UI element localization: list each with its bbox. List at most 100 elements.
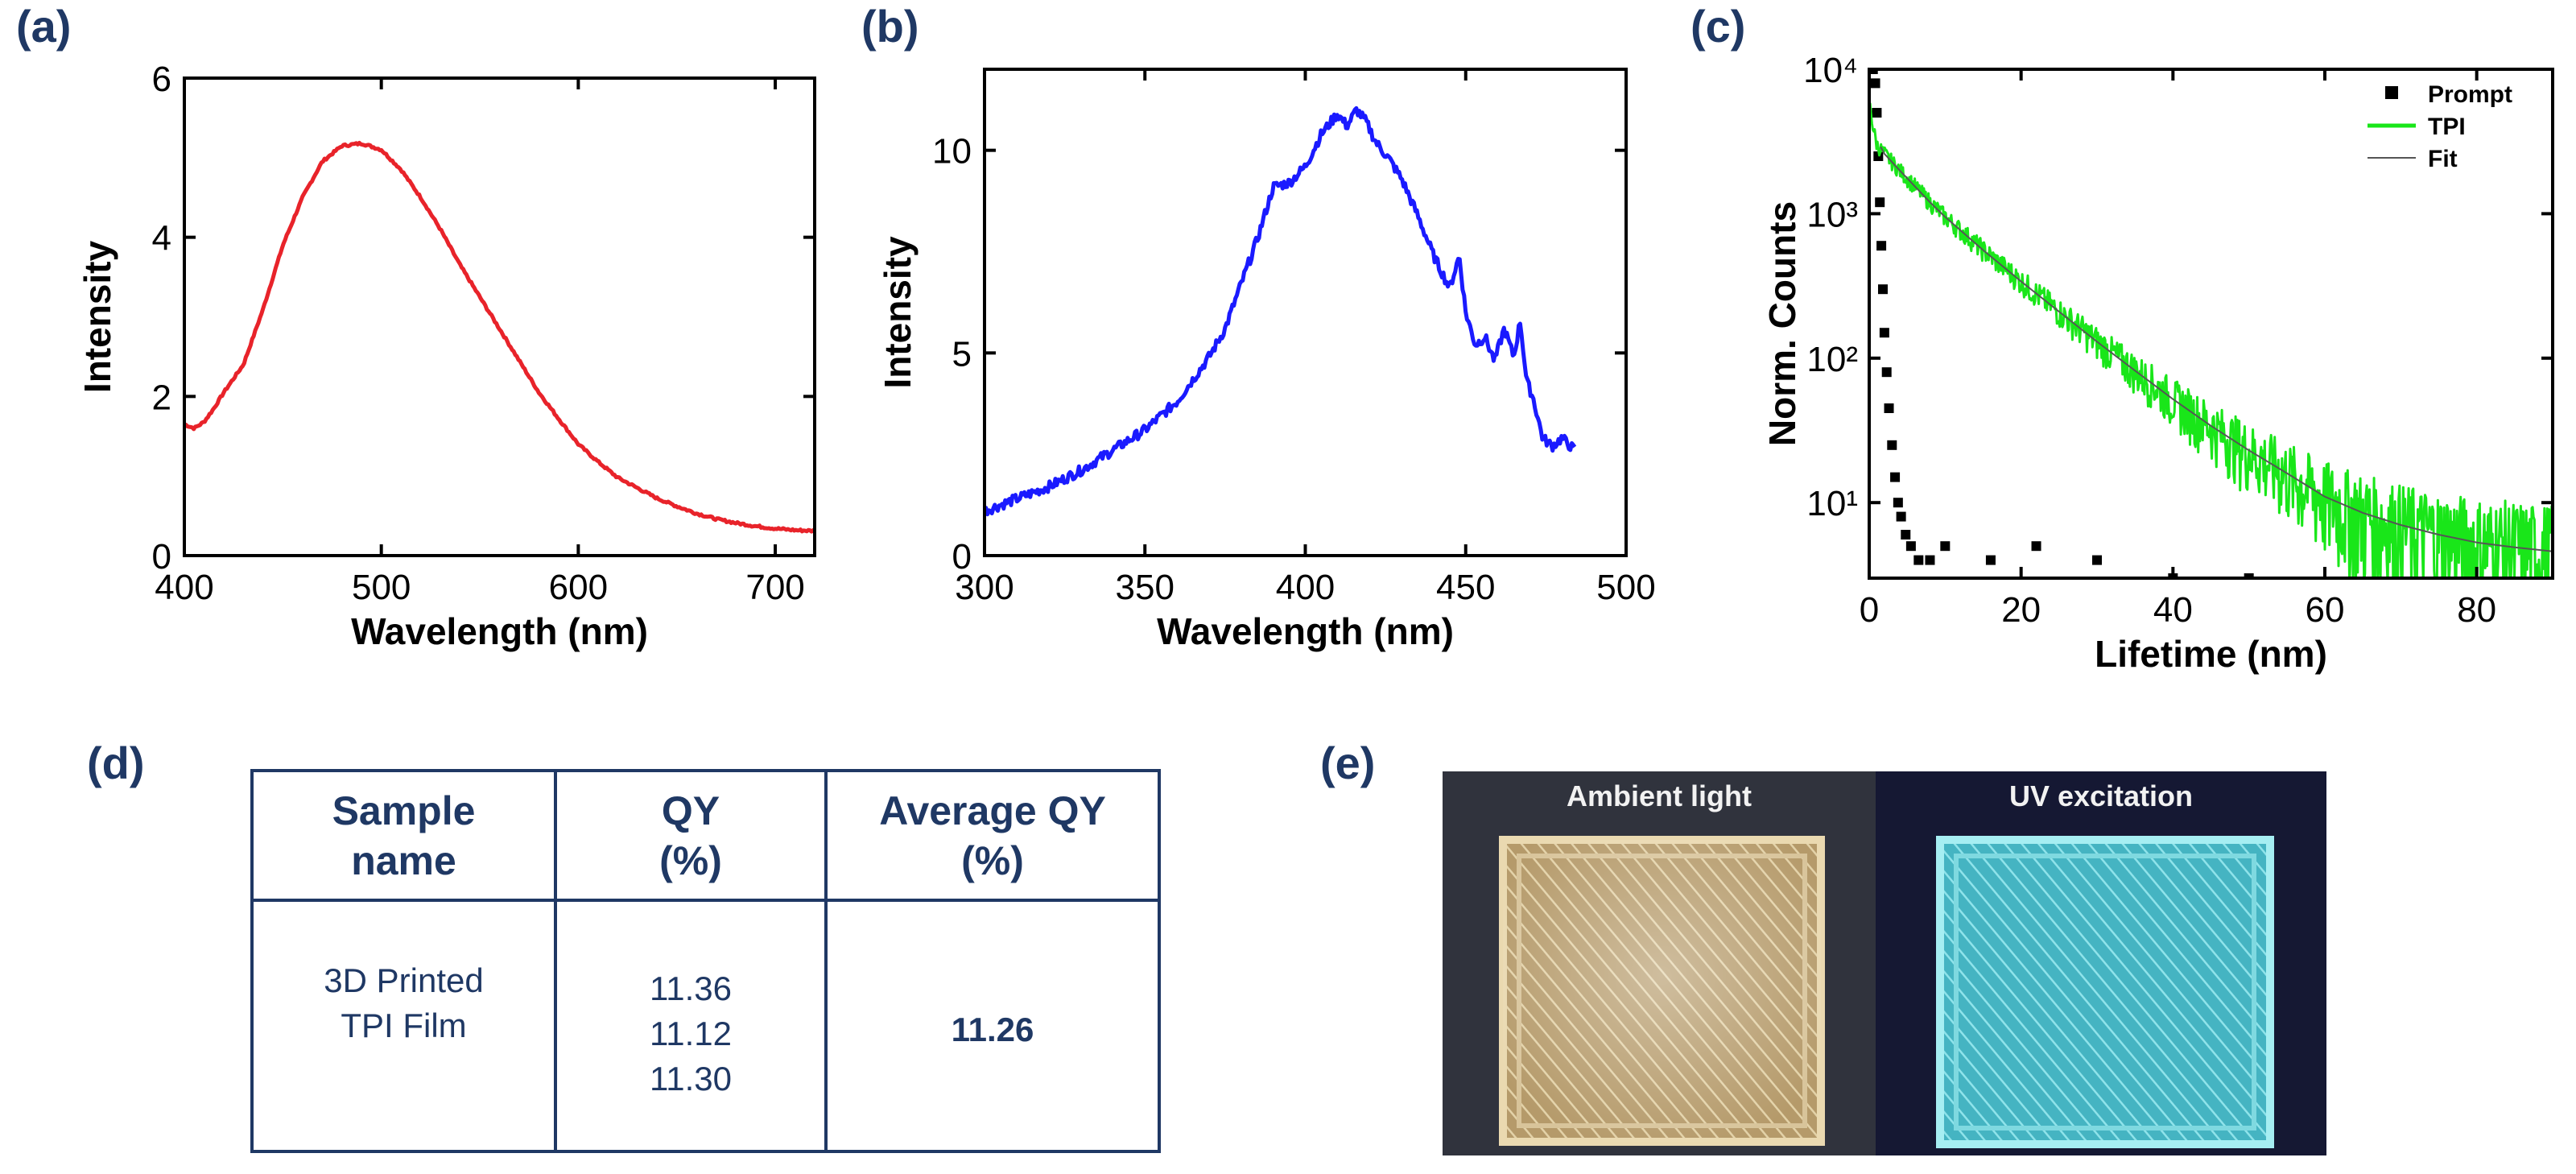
x-tick-label-c: 40 (2153, 590, 2193, 630)
header-avg-line1: Average QY (879, 787, 1106, 833)
caption-ambient-light: Ambient light (1567, 779, 1752, 812)
x-tick-label-c: 80 (2457, 590, 2496, 630)
x-axis-label-b: Wavelength (nm) (1157, 610, 1454, 652)
series-c-2 (1880, 146, 2553, 552)
header-qy-line2: (%) (659, 837, 722, 883)
x-tick-label-a: 400 (155, 568, 213, 607)
prompt-point (1925, 555, 1935, 565)
series-line-tpi (1869, 101, 2553, 578)
legend-marker-prompt (2385, 86, 2398, 99)
panel-label-b: (b) (861, 1, 919, 52)
series-line-a (184, 140, 815, 534)
qy-value-2: 11.12 (650, 1014, 732, 1052)
header-qy: QY (%) (554, 769, 828, 902)
photo-ambient-light: Ambient light (1443, 771, 1876, 1155)
series-b-0 (985, 105, 1577, 517)
x-axis-label-a: Wavelength (nm) (351, 610, 648, 652)
sample-name-line1: 3D Printed (324, 961, 484, 999)
prompt-point (2092, 555, 2102, 565)
y-tick-label-c: 10⁴ (1803, 51, 1858, 90)
prompt-point (1893, 498, 1903, 508)
x-axis-label-c: Lifetime (nm) (2095, 633, 2327, 675)
panel-label-d: (d) (87, 738, 145, 788)
prompt-point (1876, 241, 1887, 251)
y-tick-label-b: 0 (952, 537, 972, 577)
x-tick-label-a: 500 (352, 568, 411, 607)
x-tick-label-b: 400 (1276, 568, 1335, 607)
panel-label-e: (e) (1320, 738, 1376, 788)
x-tick-label-b: 500 (1596, 568, 1655, 607)
prompt-point (1877, 284, 1888, 295)
x-tick-label-a: 600 (549, 568, 608, 607)
series-line-fit (1880, 146, 2553, 552)
cell-sample-name: 3D Printed TPI Film (250, 899, 557, 1153)
prompt-point (1890, 472, 1901, 482)
prompt-point (2031, 541, 2041, 552)
header-qy-line1: QY (661, 787, 720, 833)
x-tick-label-a: 700 (745, 568, 804, 607)
cell-qy-values: 11.36 11.12 11.30 (554, 899, 828, 1153)
y-axis-label-c: Norm. Counts (1761, 201, 1803, 446)
y-tick-label-b: 5 (952, 334, 972, 374)
prompt-point (1884, 403, 1894, 414)
quantum-yield-table: Sample name QY (%) Average QY (%) 3D Pri… (250, 769, 1161, 1153)
sample-name-line2: TPI Film (341, 1007, 467, 1044)
prompt-point (1872, 108, 1882, 118)
prompt-point (1901, 529, 1911, 539)
header-sample-name: Sample name (250, 769, 557, 902)
x-tick-label-b: 350 (1116, 568, 1174, 607)
x-tick-label-c: 20 (2001, 590, 2041, 630)
prompt-point (1869, 69, 1878, 74)
axes-frame-b (983, 68, 1628, 557)
header-average-qy: Average QY (%) (824, 769, 1161, 902)
prompt-point (1887, 440, 1897, 450)
header-avg-line2: (%) (961, 837, 1024, 883)
y-tick-label-a: 2 (152, 378, 171, 417)
prompt-point (1913, 555, 1924, 565)
x-tick-label-c: 60 (2306, 590, 2345, 630)
y-tick-label-a: 0 (152, 537, 171, 577)
series-a-0 (184, 140, 815, 534)
caption-uv-excitation: UV excitation (2008, 779, 2194, 812)
table-row: 3D Printed TPI Film 11.36 11.12 11.30 11… (250, 899, 1161, 1153)
x-tick-label-b: 300 (955, 568, 1013, 607)
cell-average-qy: 11.26 (824, 899, 1161, 1153)
prompt-point (1879, 328, 1889, 338)
prompt-point (1905, 541, 1916, 552)
header-sample-line1: Sample (332, 787, 476, 833)
panel-label-c: (c) (1690, 1, 1746, 52)
prompt-point (1896, 511, 1906, 522)
series-line-b (985, 105, 1577, 517)
y-tick-label-c: 10³ (1806, 195, 1858, 234)
panel-label-a: (a) (16, 1, 72, 52)
legend-label-prompt: Prompt (2428, 81, 2512, 108)
prompt-point (1870, 78, 1880, 89)
y-axis-label-a: Intensity (76, 241, 118, 394)
axes-frame-c (1868, 68, 2554, 580)
qy-value-1: 11.36 (650, 969, 732, 1007)
printed-film-ambient-image (1443, 771, 1876, 1155)
prompt-point (1875, 197, 1885, 208)
y-tick-label-a: 6 (152, 60, 171, 99)
qy-value-3: 11.30 (650, 1059, 732, 1098)
photo-uv-excitation: UV excitation (1876, 771, 2326, 1155)
prompt-point (1985, 555, 1996, 565)
y-tick-label-b: 10 (932, 132, 972, 172)
y-tick-label-c: 10¹ (1806, 484, 1858, 523)
y-axis-label-b: Intensity (877, 236, 919, 389)
prompt-point (2244, 573, 2254, 578)
y-tick-label-c: 10² (1806, 340, 1858, 379)
y-tick-label-a: 4 (152, 219, 171, 258)
average-qy-value: 11.26 (951, 1010, 1034, 1048)
table-header-row: Sample name QY (%) Average QY (%) (250, 769, 1161, 902)
header-sample-line2: name (351, 837, 456, 883)
prompt-point (1881, 367, 1892, 378)
series-c-0 (1869, 69, 2254, 578)
legend-label-tpi: TPI (2428, 114, 2466, 140)
axes-frame-a (183, 76, 816, 557)
prompt-point (1940, 541, 1951, 552)
printed-film-uv-image (1876, 771, 2326, 1155)
x-tick-label-b: 450 (1436, 568, 1495, 607)
series-c-1 (1869, 101, 2553, 578)
